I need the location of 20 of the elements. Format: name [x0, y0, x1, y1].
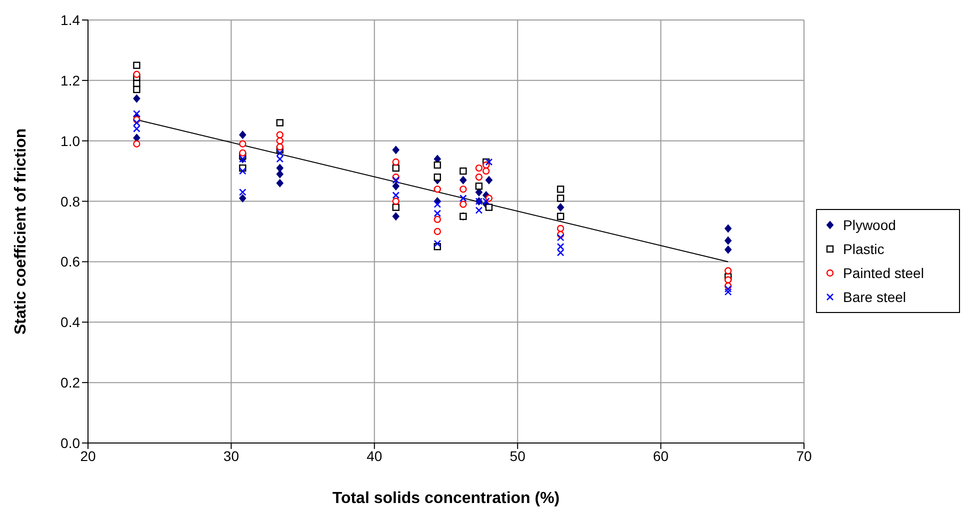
x-tick-label: 70	[796, 448, 812, 464]
legend-label: Plastic	[843, 240, 884, 256]
y-tick-label: 0.8	[60, 193, 80, 210]
y-tick-label: 0.2	[60, 374, 80, 391]
x-tick-label: 60	[653, 448, 669, 464]
y-tick-label: 1.2	[60, 72, 80, 88]
y-tick-label: 0.0	[60, 434, 80, 451]
legend-label: Painted steel	[843, 264, 924, 280]
y-tick-label: 1.0	[60, 132, 80, 149]
legend-label: Bare steel	[843, 288, 906, 304]
y-axis-title: Static coefficient of friction	[12, 128, 30, 335]
y-tick-label: 1.4	[60, 12, 80, 28]
x-tick-label: 50	[510, 448, 526, 464]
y-tick-label: 0.4	[60, 314, 80, 330]
x-tick-label: 40	[366, 448, 382, 464]
legend-label: Plywood	[843, 216, 896, 232]
y-tick-label: 0.6	[60, 254, 80, 270]
x-axis-title: Total solids concentration (%)	[332, 490, 560, 507]
x-tick-label: 30	[223, 448, 240, 464]
x-tick-label: 20	[80, 448, 96, 464]
